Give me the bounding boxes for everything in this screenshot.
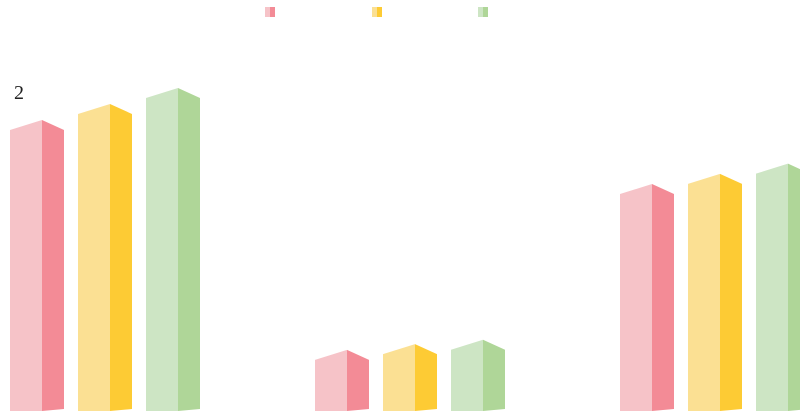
legend-swatch-series-2 — [372, 7, 382, 17]
bar-front-face — [383, 344, 415, 411]
data-labels-group: 2 — [14, 82, 24, 104]
legend-item-series-1[interactable] — [265, 7, 279, 17]
bar-series-2-category-1[interactable] — [78, 103, 132, 412]
bar-series-2-category-3[interactable] — [688, 173, 742, 411]
legend-item-series-2[interactable] — [372, 7, 386, 17]
bar-side-face — [110, 103, 132, 412]
bar-side-face — [415, 344, 437, 411]
bar-front-face — [688, 173, 720, 411]
bar-front-face — [78, 103, 110, 412]
legend-item-series-3[interactable] — [478, 7, 492, 17]
bar-series-3-category-3[interactable] — [756, 163, 800, 411]
bar-front-face — [756, 163, 788, 411]
data-label-top: 2 — [14, 82, 24, 104]
bar-side-face — [178, 87, 200, 412]
bar-series-1-category-1[interactable] — [10, 120, 64, 411]
legend-swatch-series-1 — [265, 7, 275, 17]
bar-series-1-category-3[interactable] — [620, 184, 674, 411]
bar-side-face — [720, 173, 742, 411]
bar-side-face — [483, 339, 505, 411]
bar-side-face — [788, 163, 800, 411]
legend-swatch-series-3 — [478, 7, 488, 17]
bar-series-3-category-1[interactable] — [146, 87, 200, 412]
legend — [0, 7, 800, 21]
bar-series-3-category-2[interactable] — [451, 339, 505, 411]
bar-side-face — [652, 184, 674, 411]
bar-front-face — [620, 184, 652, 411]
bar-front-face — [146, 87, 178, 412]
bars-group — [10, 87, 800, 412]
bar-series-1-category-2[interactable] — [315, 349, 369, 411]
bar-side-face — [347, 349, 369, 411]
bar-side-face — [42, 120, 64, 411]
bar-front-face — [315, 349, 347, 411]
bar-front-face — [451, 339, 483, 411]
bar-front-face — [10, 120, 42, 411]
bar-series-2-category-2[interactable] — [383, 344, 437, 411]
